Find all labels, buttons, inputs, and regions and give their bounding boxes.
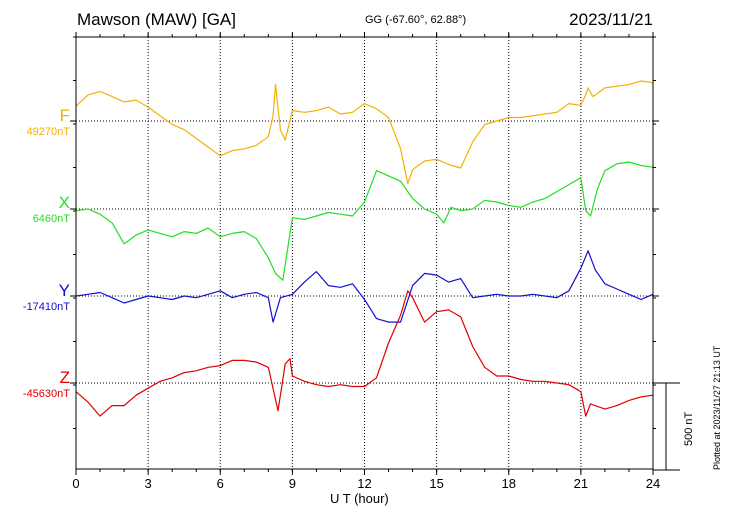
- component-z-label-group: Z -45630nT: [23, 368, 70, 400]
- x-tick-label: 3: [145, 476, 152, 491]
- series-layer: [75, 80, 654, 417]
- series-line-z: [75, 290, 654, 417]
- component-x-label: X: [58, 193, 70, 212]
- component-x-label-group: X 6460nT: [33, 193, 70, 225]
- component-y-label-group: Y -17410nT: [23, 281, 70, 313]
- component-z-label: Z: [59, 368, 70, 387]
- station-coordinates: GG (-67.60°, 62.88°): [365, 14, 467, 26]
- chart-date: 2023/11/21: [569, 10, 653, 29]
- component-f-baseline: 49270nT: [26, 126, 70, 138]
- component-x-baseline: 6460nT: [32, 213, 70, 225]
- x-tick-label: 21: [574, 476, 588, 491]
- x-tick-label: 6: [217, 476, 224, 491]
- series-line-y: [75, 250, 654, 323]
- x-axis-label: U T (hour): [330, 491, 389, 506]
- plotted-timestamp: Plotted at 2023/11/27 21:13 UT: [712, 345, 722, 470]
- axes: 0 3 6 9 12 15 18 21 24: [70, 32, 680, 491]
- component-z-baseline: -45630nT: [22, 388, 70, 400]
- scale-bar-label: 500 nT: [683, 411, 695, 446]
- component-y-label: Y: [58, 281, 70, 300]
- series-line-f: [75, 80, 654, 185]
- x-tick-label: 18: [502, 476, 516, 491]
- component-f-label-group: F 49270nT: [27, 106, 70, 138]
- x-tick-label: 9: [289, 476, 296, 491]
- series-line-x: [75, 161, 654, 281]
- x-tick-label: 15: [429, 476, 443, 491]
- component-y-baseline: -17410nT: [22, 301, 70, 313]
- x-tick-label: 0: [72, 476, 79, 491]
- component-f-label: F: [59, 106, 70, 125]
- chart-title: Mawson (MAW) [GA]: [77, 10, 236, 29]
- x-tick-label: 24: [646, 476, 660, 491]
- grid-lines: [76, 37, 653, 469]
- x-tick-label: 12: [357, 476, 371, 491]
